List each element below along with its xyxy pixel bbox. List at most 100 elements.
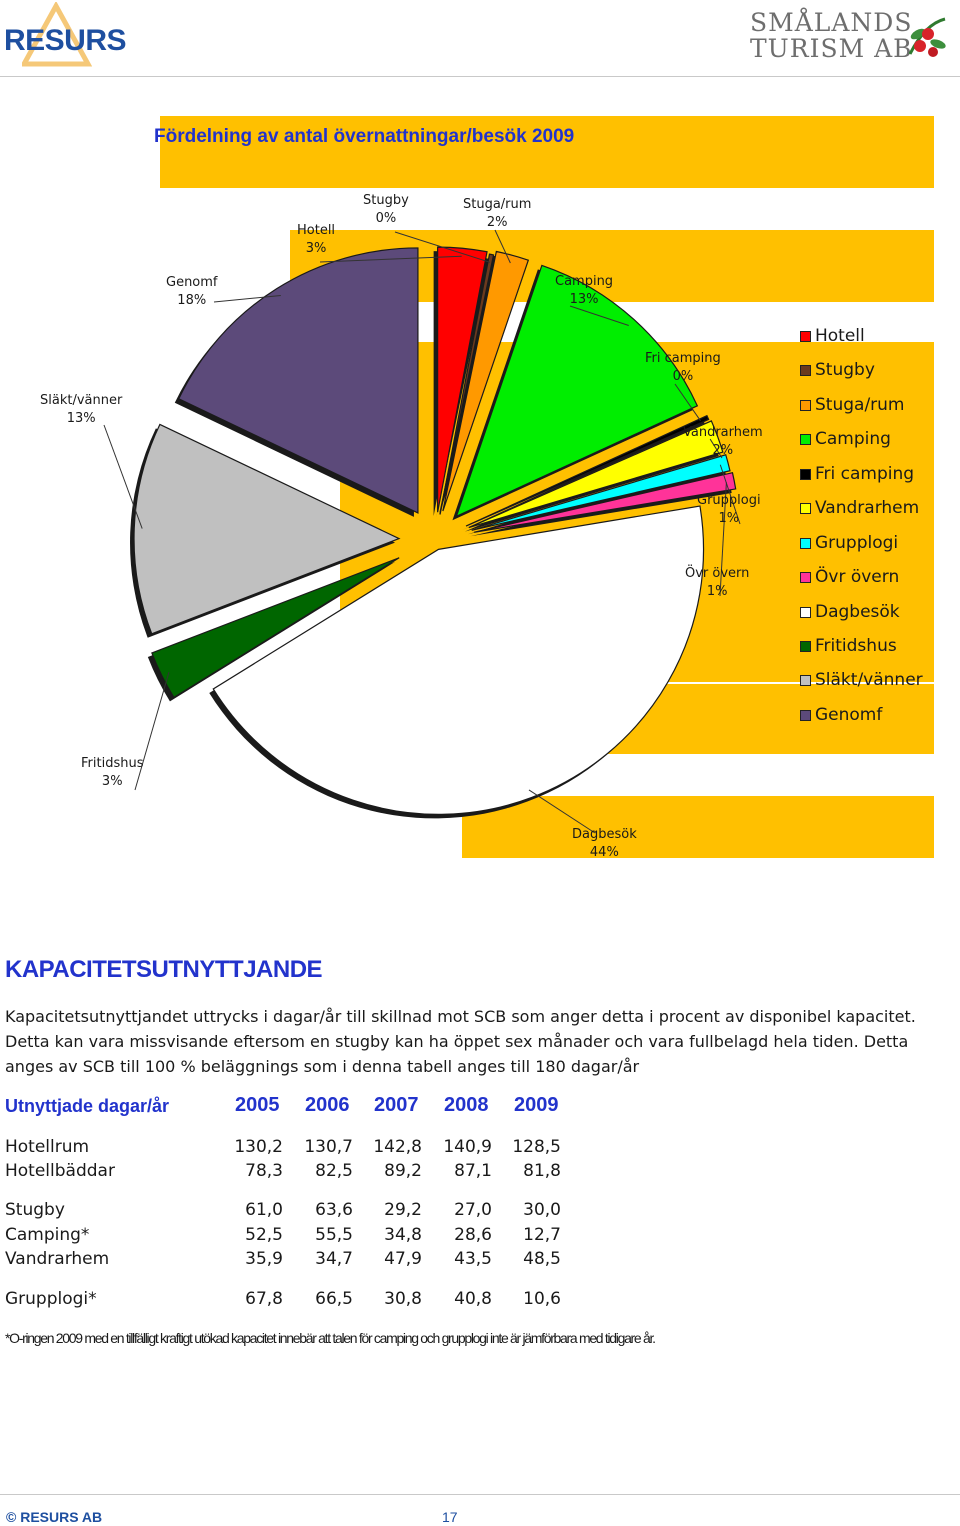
table-row-label: Hotellrum: [5, 1137, 90, 1157]
pie-slice-dagbesök: [212, 505, 705, 815]
legend-item-fritidshus: Fritidshus: [800, 635, 897, 657]
pie-slice-genomf: [177, 247, 419, 514]
table-cell: 61,0: [245, 1200, 283, 1220]
table-cell: 10,6: [523, 1289, 561, 1309]
slice-label-ovr-overn: Övr övern 1%: [685, 566, 750, 599]
footer-rule: [0, 1494, 960, 1495]
table-cell: 55,5: [315, 1225, 353, 1245]
pie-chart: [103, 229, 741, 834]
table-year-header: 2007: [374, 1094, 419, 1116]
legend-item-camping: Camping: [800, 428, 891, 450]
pie-slice-släkt-vänner: [133, 423, 401, 635]
footer-copyright: © RESURS AB: [6, 1509, 103, 1525]
legend-swatch: [800, 468, 811, 480]
table-cell: 40,8: [454, 1289, 492, 1309]
slice-label-fritidshus: Fritidshus 3%: [81, 756, 144, 789]
slice-label-camping: Camping 13%: [555, 274, 614, 307]
table-row-label: Camping*: [5, 1225, 90, 1245]
table-cell: 67,8: [245, 1289, 283, 1309]
slice-label-hotell: Hotell 3%: [297, 223, 336, 256]
table-cell: 29,2: [384, 1200, 422, 1220]
pie-leader-line: [674, 383, 701, 422]
slice-label-stuga-rum: Stuga/rum 2%: [463, 197, 532, 230]
legend-swatch: [800, 537, 811, 549]
legend-item-stugby: Stugby: [800, 359, 875, 381]
table-cell: 28,6: [454, 1225, 492, 1245]
table-footnote: *O-ringen 2009 med en tillfälligt krafti…: [5, 1330, 656, 1346]
table-cell: 140,9: [443, 1137, 492, 1157]
table-cell: 82,5: [315, 1161, 353, 1181]
section-heading: KAPACITETSUTNYTTJANDE: [5, 956, 323, 983]
legend-swatch: [800, 606, 811, 618]
table-header-label: Utnyttjade dagar/år: [5, 1096, 170, 1116]
legend-swatch: [800, 399, 811, 411]
legend-item-hotell: Hotell: [800, 325, 865, 347]
pie-leader-line: [103, 424, 143, 529]
slice-label-grupplogi: Grupplogi 1%: [697, 493, 761, 526]
legend-item-ovr-overn: Övr övern: [800, 566, 899, 588]
pie-leader-line: [394, 231, 491, 263]
legend-item-slakt-vanner: Släkt/vänner: [800, 669, 923, 691]
section-paragraph: Kapacitetsutnyttjandet uttrycks i dagar/…: [5, 1007, 916, 1076]
table-year-header: 2006: [305, 1094, 350, 1116]
smalands-turism-logo: SMÅLANDS TURISM AB: [750, 8, 946, 62]
table-cell: 81,8: [523, 1161, 561, 1181]
legend-item-dagbesok: Dagbesök: [800, 601, 900, 623]
pie-slice-fritidshus: [151, 557, 400, 699]
pie-slice-övr-övern: [474, 471, 737, 533]
legend-swatch: [800, 330, 811, 342]
legend-swatch: [800, 709, 811, 721]
resurs-logo-triangle-icon: [22, 2, 92, 67]
pie-slice-fri-camping: [465, 414, 710, 527]
legend-swatch: [800, 674, 811, 686]
table-year-header: 2005: [235, 1094, 280, 1116]
table-cell: 48,5: [523, 1249, 561, 1269]
legend-swatch: [800, 640, 811, 652]
resurs-logo-text: RESURS: [4, 24, 127, 57]
pie-leader-line: [528, 789, 596, 834]
slice-label-stugby: Stugby 0%: [363, 193, 409, 226]
resurs-logo: RESURS: [4, 2, 127, 67]
table-cell: 66,5: [315, 1289, 353, 1309]
chart-title: Fördelning av antal övernattningar/besök…: [154, 126, 575, 147]
pie-slice-vandrarhem: [468, 420, 724, 529]
pie-slice-stuga-rum: [442, 250, 530, 512]
legend-swatch: [800, 502, 811, 514]
pie-slice-stugby: [439, 253, 495, 515]
legend-swatch: [800, 433, 811, 445]
legend-item-grupplogi: Grupplogi: [800, 532, 898, 554]
table-cell: 142,8: [373, 1137, 422, 1157]
pie-leader-line: [709, 438, 723, 459]
slice-label-dagbesok: Dagbesök 44%: [572, 827, 637, 860]
slice-label-slakt-vanner: Släkt/vänner 13%: [40, 393, 123, 426]
table-cell: 30,8: [384, 1289, 422, 1309]
legend-item-vandrarhem: Vandrarhem: [800, 497, 919, 519]
pie-slice-camping: [455, 264, 699, 518]
table-row-label: Vandrarhem: [5, 1249, 110, 1269]
table-cell: 34,7: [315, 1249, 353, 1269]
table-cell: 78,3: [245, 1161, 283, 1181]
pie-leader-line: [569, 305, 629, 326]
table-cell: 87,1: [454, 1161, 492, 1181]
pie-leader-line: [719, 464, 741, 525]
table-cell: 12,7: [523, 1225, 561, 1245]
pie-leader-line: [494, 229, 511, 264]
pie-leader-line: [719, 482, 727, 597]
table-row-label: Grupplogi*: [5, 1289, 97, 1309]
table-cell: 27,0: [454, 1200, 492, 1220]
table-cell: 63,6: [315, 1200, 353, 1220]
lingonberry-icon: [908, 17, 946, 57]
table-cell: 52,5: [245, 1225, 283, 1245]
legend-item-fri-camping: Fri camping: [800, 463, 914, 485]
table-cell: 34,8: [384, 1225, 422, 1245]
table-row-label: Hotellbäddar: [5, 1161, 115, 1181]
footer-page-number: 17: [442, 1509, 458, 1525]
slice-label-vandrarhem: Vandrarhem 2%: [683, 425, 763, 458]
table-year-header: 2009: [514, 1094, 559, 1116]
legend-item-genomf: Genomf: [800, 704, 882, 726]
pie-slice-grupplogi: [471, 454, 731, 531]
table-cell: 89,2: [384, 1161, 422, 1181]
smalands-logo-line1: SMÅLANDS: [750, 8, 913, 37]
pie-leader-line: [134, 672, 170, 791]
legend-swatch: [800, 364, 811, 376]
